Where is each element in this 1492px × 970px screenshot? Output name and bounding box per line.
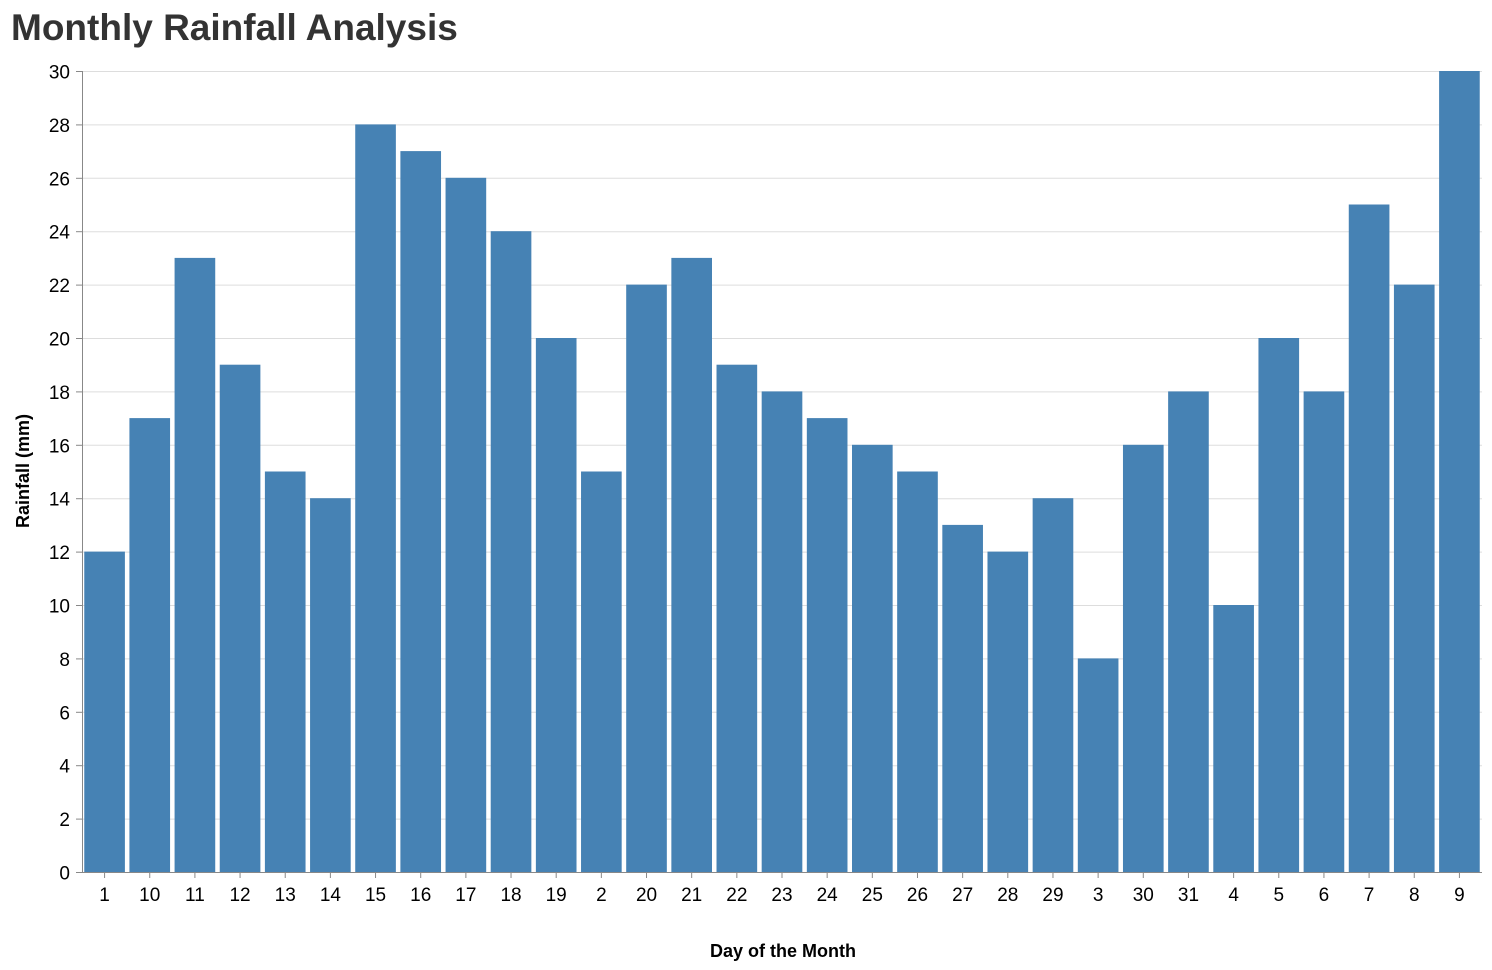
bar-day-13 [264, 471, 306, 872]
bar-day-2 [581, 471, 622, 872]
y-axis-title: Rainfall (mm) [13, 414, 33, 528]
x-tick-label: 16 [410, 885, 431, 906]
bar-day-25 [852, 444, 893, 872]
y-tick-label: 4 [59, 757, 70, 778]
bar-day-26 [897, 471, 938, 872]
bar-day-5 [1258, 338, 1300, 872]
y-tick-label: 26 [49, 169, 70, 190]
bar-day-28 [987, 551, 1029, 872]
x-tick-label: 28 [997, 885, 1018, 906]
y-tick-label: 30 [49, 63, 70, 84]
x-tick-label: 12 [229, 885, 250, 906]
x-tick-label: 23 [771, 885, 792, 906]
x-tick-label: 2 [596, 885, 607, 906]
x-tick-label: 29 [1042, 885, 1063, 906]
bar-day-24 [806, 418, 848, 872]
y-tick-label: 18 [49, 383, 70, 404]
bar-day-3 [1077, 658, 1119, 872]
bar-day-17 [445, 177, 487, 873]
y-tick-label: 24 [49, 223, 71, 244]
x-tick-label: 17 [455, 885, 476, 906]
bar-day-27 [942, 524, 983, 872]
x-tick-label: 14 [320, 885, 342, 906]
bar-day-22 [716, 364, 758, 872]
bar-day-30 [1122, 444, 1164, 872]
bars [84, 71, 1480, 873]
bar-day-19 [535, 338, 577, 872]
x-tick-label: 1 [99, 885, 110, 906]
y-tick-label: 10 [49, 597, 70, 618]
bar-day-21 [671, 257, 712, 872]
x-tick-label: 18 [500, 885, 521, 906]
x-tick-label: 8 [1409, 885, 1420, 906]
x-tick-label: 20 [636, 885, 657, 906]
y-tick-label: 28 [49, 116, 70, 137]
y-tick-label: 0 [59, 864, 70, 885]
bar-day-16 [400, 151, 442, 873]
x-tick-label: 25 [862, 885, 883, 906]
x-tick-label: 15 [365, 885, 386, 906]
bar-day-29 [1032, 498, 1074, 872]
bar-day-1 [84, 551, 125, 872]
bar-day-4 [1213, 605, 1254, 872]
bar-day-12 [219, 364, 261, 872]
bar-day-9 [1439, 71, 1480, 872]
bar-day-31 [1168, 391, 1209, 872]
x-tick-label: 5 [1273, 885, 1284, 906]
x-tick-label: 4 [1228, 885, 1239, 906]
bar-day-18 [490, 231, 532, 872]
x-axis-title: Day of the Month [710, 941, 856, 961]
bar-day-23 [761, 391, 803, 872]
y-tick-label: 8 [59, 650, 70, 671]
x-tick-label: 11 [185, 885, 205, 906]
y-tick-label: 6 [59, 703, 70, 724]
y-tick-label: 22 [49, 276, 70, 297]
bar-day-20 [626, 284, 667, 873]
chart-title: Monthly Rainfall Analysis [11, 7, 458, 48]
bar-day-8 [1393, 284, 1435, 873]
x-tick-label: 31 [1178, 885, 1199, 906]
bar-day-10 [129, 418, 171, 872]
x-tick-label: 21 [681, 885, 702, 906]
x-tick-label: 7 [1364, 885, 1375, 906]
y-tick-label: 20 [49, 330, 70, 351]
x-tick-label: 6 [1319, 885, 1330, 906]
bar-day-11 [174, 257, 216, 872]
y-tick-label: 14 [49, 490, 71, 511]
x-tick-label: 27 [952, 885, 973, 906]
bar-day-7 [1348, 204, 1390, 872]
y-tick-label: 16 [49, 436, 70, 457]
x-tick-label: 24 [817, 885, 839, 906]
x-tick-label: 19 [546, 885, 567, 906]
x-tick-label: 9 [1454, 885, 1465, 906]
x-tick-label: 26 [907, 885, 928, 906]
x-tick-label: 30 [1133, 885, 1154, 906]
x-tick-label: 13 [275, 885, 296, 906]
x-tick-label: 22 [726, 885, 747, 906]
bar-day-15 [355, 124, 396, 872]
x-tick-label: 10 [139, 885, 160, 906]
bar-day-6 [1303, 391, 1345, 872]
y-tick-label: 2 [59, 810, 70, 831]
y-tick-label: 12 [49, 543, 70, 564]
x-tick-label: 3 [1093, 885, 1104, 906]
bar-day-14 [310, 498, 351, 872]
